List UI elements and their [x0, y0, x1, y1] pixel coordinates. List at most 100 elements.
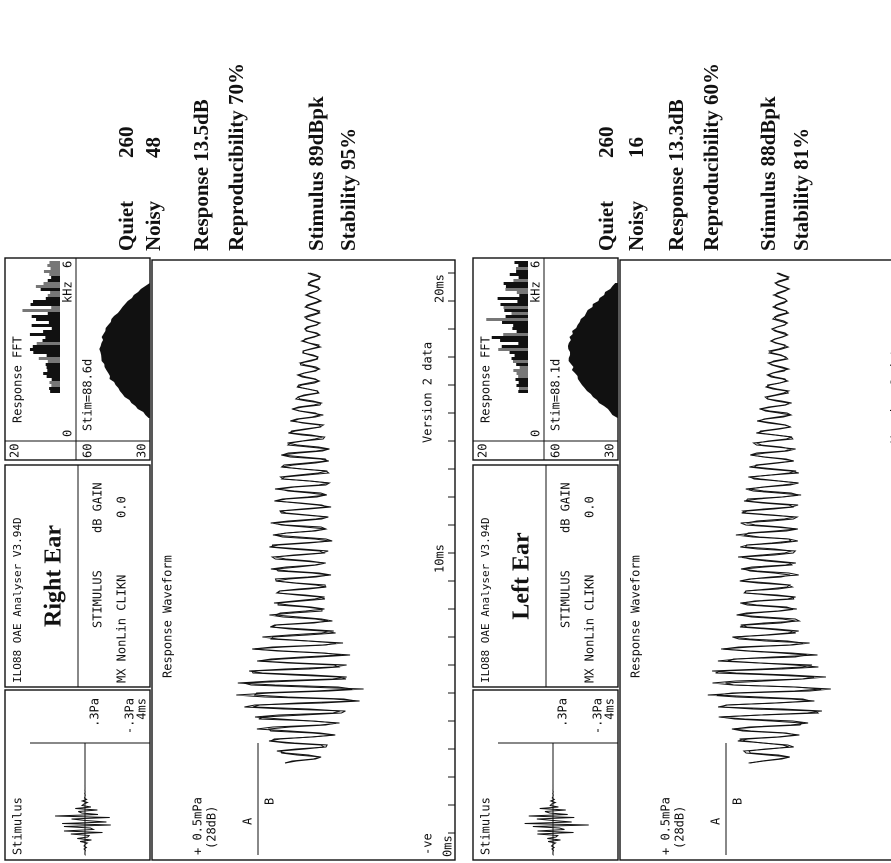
stimulus-spectrum [567, 283, 618, 418]
stimulus-value: MX NonLin CLIKN [115, 575, 129, 683]
quiet-label: Quiet [594, 201, 618, 251]
fft-stim: Stim=88.6d [81, 359, 95, 431]
waveform-scale-db: (28dB) [205, 806, 219, 849]
fft-scale-bottom: 30 [603, 444, 617, 458]
fft-bar [35, 285, 60, 288]
stimulus-value: MX NonLin CLIKN [583, 575, 597, 683]
ear-label: Left Ear [509, 532, 535, 620]
waveform-scale-db: (28dB) [673, 806, 687, 849]
fft-bar [42, 339, 60, 342]
fft-bar [513, 369, 528, 372]
fft-bar [51, 276, 60, 279]
waveform-scale: + 0.5mPa [659, 797, 673, 855]
fft-bar [514, 354, 529, 357]
fft-bar [518, 264, 529, 267]
stimulus-top-label: .3Pa [556, 698, 570, 727]
fft-bar [505, 285, 529, 288]
noisy-value: 16 [624, 137, 648, 158]
fft-bar [49, 273, 60, 276]
marker-b: B [263, 798, 277, 805]
response-stat: Response 13.3dB [664, 99, 688, 251]
fft-bar [51, 306, 60, 309]
fft-bar [47, 264, 61, 267]
time-0: 0ms [441, 835, 455, 857]
marker-a: A [709, 817, 723, 825]
fft-bar [519, 366, 529, 369]
waveform-ve: -ve [889, 833, 891, 855]
fft-x-min: 0 [529, 430, 543, 437]
fft-bar [500, 303, 528, 306]
fft-bar [516, 330, 528, 333]
stimulus-title: Stimulus [11, 797, 25, 855]
fft-x-axis: kHz [529, 281, 543, 303]
stimulus-box [4, 689, 151, 861]
fft-bar [43, 372, 60, 375]
fft-bar [47, 294, 60, 297]
analyser-title: ILO88 OAE Analyser V3.94D [479, 517, 492, 683]
fft-bar [30, 303, 60, 306]
fft-bar [505, 288, 528, 291]
fft-bar [514, 261, 528, 264]
fft-bar [503, 333, 528, 336]
fft-bar [40, 288, 60, 291]
noisy-value: 48 [141, 137, 165, 158]
waveform-title: Response Waveform [629, 555, 643, 678]
fft-bar [516, 270, 528, 273]
fft-bar [498, 348, 528, 351]
fft-bar [36, 318, 60, 321]
waveform-trace [712, 272, 826, 764]
reproducibility-stat: Reproducibility 60% [699, 63, 723, 251]
fft-bar [48, 321, 60, 324]
reproducibility-stat: Reproducibility 70% [224, 63, 248, 251]
waveform-trace [236, 272, 364, 764]
fft-bar [38, 357, 60, 360]
fft-bar [516, 384, 529, 387]
fft-bar [46, 366, 61, 369]
fft-bar [46, 375, 60, 378]
fft-bar [33, 351, 60, 354]
gain-value: 0.0 [583, 496, 597, 518]
fft-bar [511, 312, 529, 315]
fft-bar [503, 306, 528, 309]
fft-bar [47, 279, 60, 282]
fft-bar [512, 327, 529, 330]
waveform-trace [707, 272, 831, 764]
fft-bar [502, 321, 528, 324]
stimulus-label: STIMULUS [91, 570, 105, 628]
version-label: Version 2 data [889, 342, 891, 443]
fft-bar [29, 348, 60, 351]
stimulus-top-label: .3Pa [88, 698, 102, 727]
fft-scale-bottom: 30 [135, 444, 149, 458]
stimulus-title: Stimulus [479, 797, 493, 855]
stimulus-trace [55, 784, 111, 856]
fft-bar [51, 378, 60, 381]
fft-bar [43, 330, 60, 333]
fft-x-max: 6 [529, 261, 543, 268]
fft-stim: Stim=88.1d [549, 359, 563, 431]
stimulus-stat: Stimulus 89dBpk [304, 96, 328, 251]
fft-bar [49, 387, 61, 390]
fft-bar [47, 360, 61, 363]
fft-bar [500, 339, 528, 342]
fft-bar [45, 336, 60, 339]
fft-bar [22, 309, 60, 312]
fft-bar [47, 369, 60, 372]
stimulus-stat: Stimulus 88dBpk [756, 96, 780, 251]
fft-x-axis: kHz [61, 281, 75, 303]
fft-scale-mid: 60 [549, 444, 563, 458]
fft-x-max: 6 [61, 261, 75, 268]
waveform-trace [237, 272, 356, 764]
time-10: 10ms [433, 544, 447, 573]
fft-bar [29, 333, 60, 336]
version-label: Version 2 data [421, 342, 435, 443]
fft-bar [515, 267, 528, 270]
fft-bar [33, 300, 60, 303]
fft-bar [32, 345, 60, 348]
fft-bar [46, 354, 60, 357]
quiet-value: 260 [114, 127, 138, 159]
fft-bar [50, 267, 60, 270]
fft-bar [518, 390, 528, 393]
